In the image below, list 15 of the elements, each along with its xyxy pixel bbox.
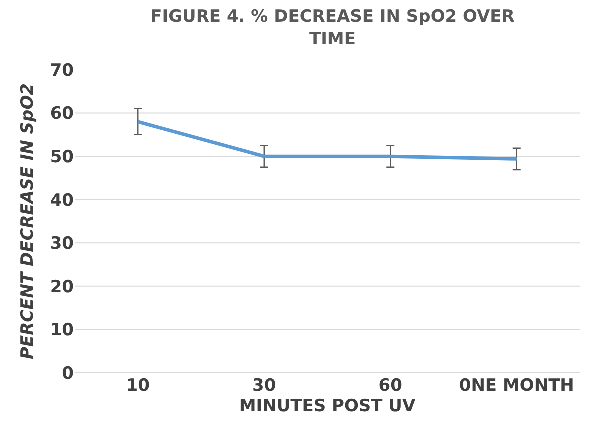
y-tick-label: 0	[62, 364, 74, 384]
y-tick-label: 10	[50, 320, 74, 341]
x-tick-label: 60	[378, 376, 403, 396]
y-tick-label: 40	[50, 190, 74, 211]
x-tick-label: 30	[252, 376, 276, 396]
y-axis-title: PERCENT DECREASE IN SpO2	[18, 84, 38, 360]
y-tick-label: 70	[50, 60, 74, 81]
chart-title: FIGURE 4. % DECREASE IN SpO2 OVER TIME	[150, 7, 515, 50]
x-tick-label: 0NE MONTH	[459, 376, 574, 396]
x-tick-label: 10	[126, 376, 150, 396]
x-axis-title: MINUTES POST UV	[239, 396, 416, 416]
y-tick-label: 50	[50, 148, 74, 168]
y-tick-label: 60	[50, 104, 74, 124]
y-tick-label: 20	[50, 277, 74, 298]
y-tick-label: 30	[50, 234, 74, 254]
